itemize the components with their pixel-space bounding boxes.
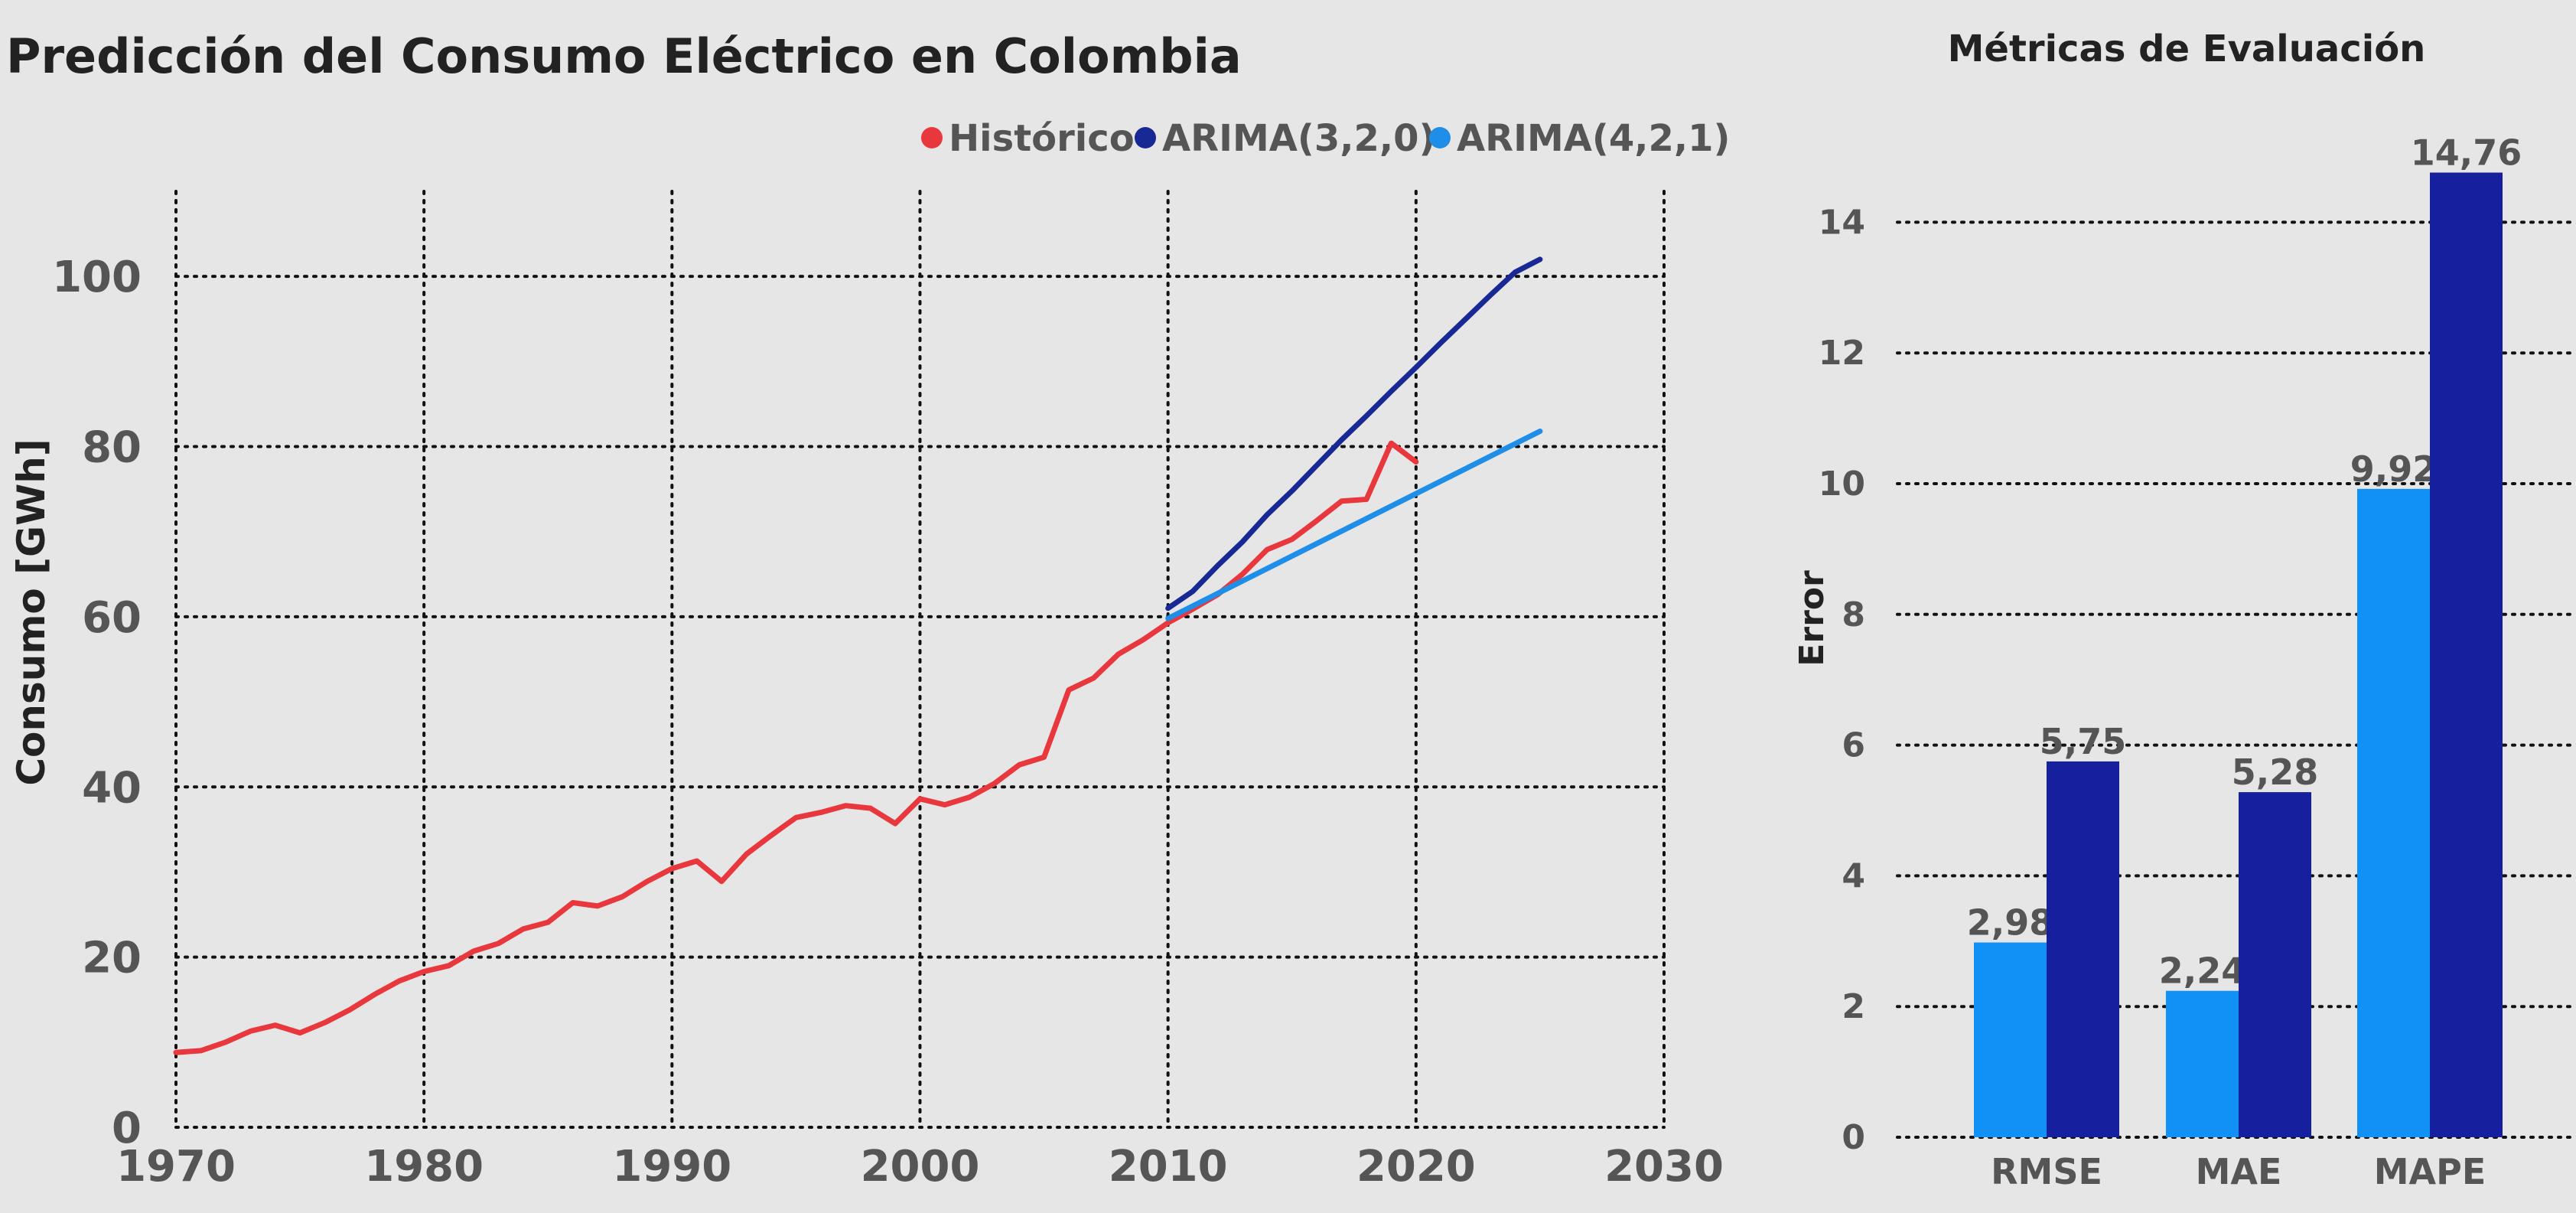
bar: [2047, 761, 2119, 1137]
y-tick-label: 60: [82, 593, 142, 643]
bar-value-label: 14,76: [2411, 132, 2522, 173]
y-tick-label: 40: [82, 763, 142, 813]
bar-group-rmse: 2,98 5,75: [1967, 721, 2127, 1137]
y-tick-label: 12: [1819, 334, 1865, 373]
y-tick-label: 100: [52, 253, 142, 302]
line-chart-title: Predicción del Consumo Eléctrico en Colo…: [6, 28, 1242, 84]
bar-group-mae: 2,24 5,28: [2159, 752, 2319, 1137]
bar-value-label: 9,92: [2350, 448, 2438, 490]
line-chart-ticks: 1970 1980 1990 2000 2010 2020 2030 0 20 40 60 80 100: [52, 253, 1724, 1192]
y-tick-label: 8: [1842, 595, 1865, 634]
bar-chart-y-axis-label: Error: [1793, 570, 1832, 667]
y-tick-label: 0: [112, 1104, 142, 1153]
legend-item-1: Histórico: [921, 117, 1135, 160]
bar: [1974, 942, 2047, 1137]
x-tick-label: 2020: [1356, 1142, 1476, 1192]
bar-value-label: 5,28: [2232, 752, 2319, 793]
y-tick-label: 80: [82, 423, 142, 473]
bar: [2239, 792, 2311, 1137]
bar: [2357, 488, 2430, 1137]
y-tick-label: 10: [1819, 465, 1865, 504]
legend-marker: [921, 127, 943, 148]
legend-item-3: ARIMA(4,2,1): [1429, 117, 1730, 160]
bar-chart-title: Métricas de Evaluación: [1948, 28, 2426, 70]
x-tick-label: 2030: [1604, 1142, 1724, 1192]
x-tick-label: MAE: [2196, 1151, 2282, 1192]
legend-label: ARIMA(3,2,0): [1162, 117, 1435, 160]
legend-marker: [1429, 127, 1451, 148]
bar-value-label: 2,24: [2159, 951, 2246, 992]
series-line-3: [1165, 429, 1543, 621]
legend-item-2: ARIMA(3,2,0): [1135, 117, 1435, 160]
bar-chart-ticks: 0 2 4 6 8 10 12 14 RMSE MAE MAPE: [1819, 203, 2486, 1192]
x-tick-label: RMSE: [1991, 1151, 2102, 1192]
bar: [2166, 990, 2239, 1137]
x-tick-label: 1980: [364, 1142, 484, 1192]
bar-chart-bars: 2,98 5,75 2,24 5,28 9,92 14,76: [1967, 132, 2522, 1138]
bar: [2430, 172, 2503, 1138]
y-tick-label: 4: [1842, 856, 1865, 895]
line-chart-grid: [174, 190, 1666, 1129]
legend-label: Histórico: [949, 117, 1135, 160]
bar-value-label: 5,75: [2040, 721, 2127, 762]
line-chart-y-axis-label: Consumo [GWh]: [9, 439, 54, 785]
bar-group-mape: 9,92 14,76: [2350, 132, 2522, 1138]
y-tick-label: 2: [1842, 987, 1865, 1026]
y-tick-label: 0: [1842, 1118, 1865, 1157]
series-line-1: [173, 440, 1419, 1055]
y-tick-label: 14: [1819, 203, 1865, 242]
y-tick-label: 20: [82, 934, 142, 983]
series-line-2: [1165, 256, 1543, 611]
x-tick-label: 2010: [1109, 1142, 1228, 1192]
x-tick-label: MAPE: [2374, 1151, 2486, 1192]
line-chart-series: [173, 256, 1543, 1055]
line-chart-legend: Histórico ARIMA(3,2,0) ARIMA(4,2,1): [921, 117, 1730, 160]
bar-value-label: 2,98: [1967, 902, 2054, 944]
bar-chart: Métricas de Evaluación 0 2 4 6 8 10 12 14 RMSE MA…: [1793, 28, 2576, 1192]
legend-label: ARIMA(4,2,1): [1457, 117, 1730, 160]
y-tick-label: 6: [1842, 726, 1865, 765]
legend-marker: [1135, 127, 1156, 148]
line-chart: Predicción del Consumo Eléctrico en Colo…: [6, 28, 1730, 1192]
x-tick-label: 1990: [612, 1142, 731, 1192]
x-tick-label: 2000: [861, 1142, 980, 1192]
x-tick-label: 1970: [116, 1142, 236, 1192]
